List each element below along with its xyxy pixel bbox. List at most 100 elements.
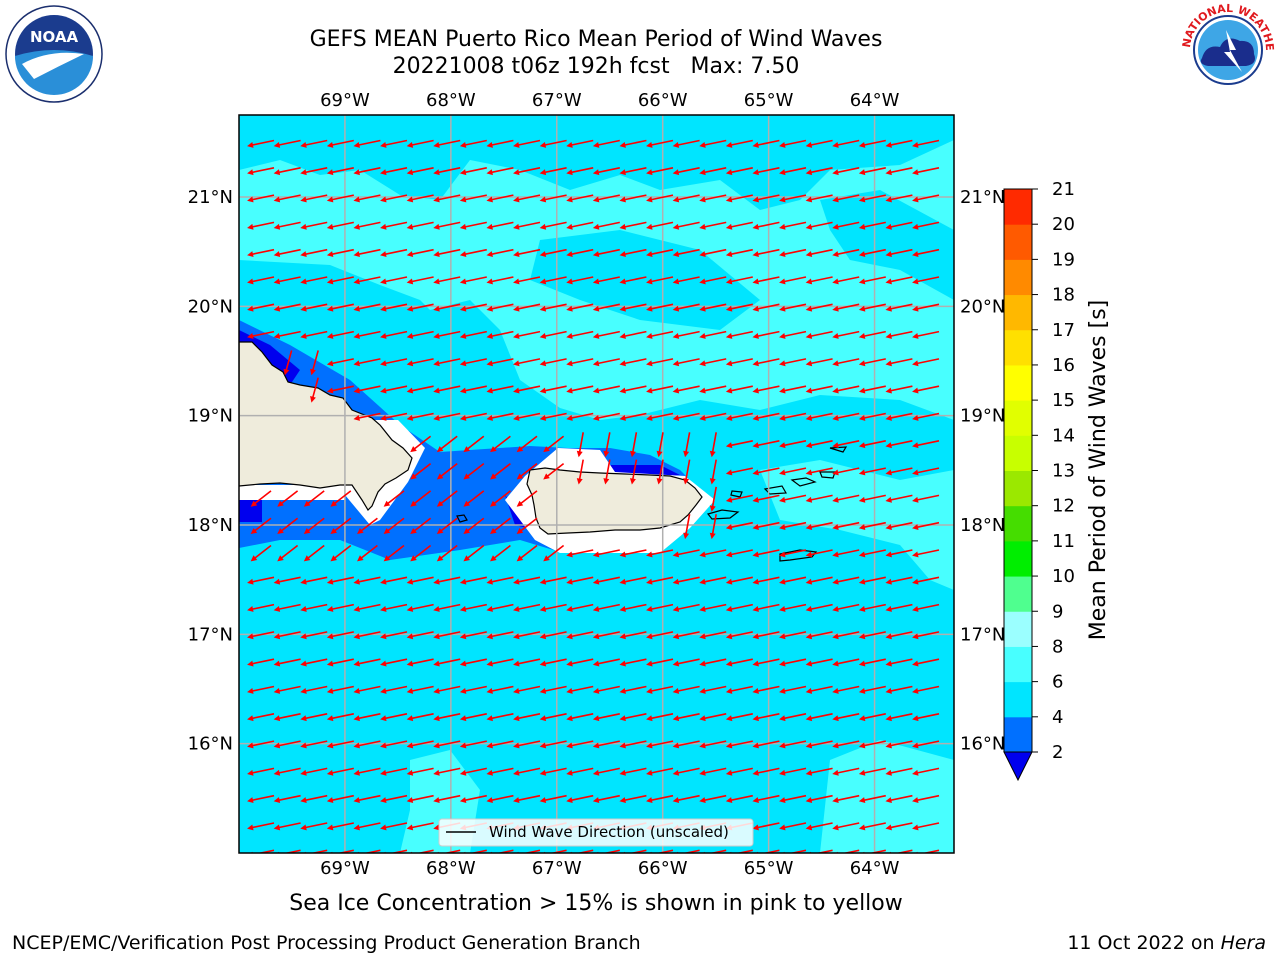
colorbar-tick-9: 9 [1052, 601, 1063, 622]
wave-arrow [619, 685, 647, 694]
wave-arrow [699, 385, 727, 394]
wave-arrow [709, 432, 717, 458]
wave-arrow [353, 248, 381, 258]
wave-arrow [380, 248, 408, 258]
wave-arrow [619, 303, 647, 312]
wave-arrow [380, 631, 408, 640]
wave-arrow [273, 276, 301, 285]
wave-arrow [383, 490, 405, 507]
wave-arrow [406, 276, 434, 285]
wave-arrow [885, 603, 913, 612]
wave-arrow [912, 576, 940, 585]
colorbar-tick-12: 12 [1052, 496, 1075, 517]
wave-arrow [539, 139, 567, 148]
wave-arrow [752, 248, 780, 258]
colorbar-segment-12 [1004, 294, 1032, 331]
wave-arrow [459, 767, 487, 776]
wave-arrow [380, 822, 408, 831]
wave-arrow [273, 822, 301, 831]
lon-label-top-5: 64°W [850, 90, 900, 111]
wave-arrow [646, 767, 674, 776]
wave-arrow [858, 767, 886, 776]
wave-arrow [459, 794, 487, 804]
wave-arrow [709, 459, 717, 485]
wave-arrow [699, 248, 727, 258]
wave-arrow [592, 276, 620, 285]
wave-arrow [885, 549, 913, 558]
colorbar-tick-15: 15 [1052, 390, 1075, 411]
wave-arrow [805, 521, 833, 531]
wave-arrow [459, 194, 487, 203]
wave-arrow [858, 576, 886, 585]
colorbar-tick-16: 16 [1052, 355, 1075, 376]
wave-arrow [912, 713, 940, 722]
wave-arrow [725, 631, 753, 640]
wave-arrow [513, 658, 541, 667]
noaa-logo-icon: NOAA [5, 5, 103, 103]
wave-arrow [885, 521, 913, 531]
wave-arrow [672, 248, 700, 258]
wave-arrow [539, 713, 567, 722]
wave-arrow [752, 276, 780, 285]
wave-arrow [805, 276, 833, 285]
wave-arrow [353, 139, 381, 148]
wave-arrow [247, 303, 275, 312]
wave-arrow [725, 440, 753, 449]
wave-arrow [406, 685, 434, 694]
wave-arrow [406, 358, 434, 367]
wave-arrow [592, 358, 620, 367]
wave-arrow [300, 330, 328, 339]
wave-arrow [516, 517, 538, 535]
wave-arrow [433, 167, 461, 176]
wave-arrow [752, 576, 780, 585]
lon-label-bottom-0: 69°W [320, 858, 370, 879]
wave-arrow [459, 248, 487, 258]
wave-arrow [380, 139, 408, 148]
wave-arrow [380, 713, 408, 722]
wave-arrow [433, 658, 461, 667]
wave-arrow [646, 303, 674, 312]
wave-arrow [885, 631, 913, 640]
wave-arrow [433, 713, 461, 722]
wave-arrow [247, 767, 275, 776]
wave-arrow [858, 276, 886, 285]
wave-arrow [516, 490, 538, 507]
wave-arrow [912, 658, 940, 667]
wave-arrow [672, 576, 700, 585]
wave-arrow [752, 194, 780, 203]
wave-arrow [832, 467, 860, 476]
wave-arrow [885, 658, 913, 667]
colorbar-segment-10 [1004, 364, 1032, 401]
wave-arrow [779, 467, 807, 476]
wave-arrow [912, 794, 940, 804]
wave-arrow [885, 303, 913, 312]
wave-arrow [619, 412, 647, 421]
wave-arrow [353, 740, 381, 749]
wave-arrow [752, 603, 780, 612]
wave-arrow [433, 276, 461, 285]
wave-arrow [433, 685, 461, 694]
st-john-island [790, 477, 817, 487]
wave-arrow [858, 467, 886, 476]
wave-arrow [725, 521, 753, 531]
wave-arrow [646, 385, 674, 394]
wave-arrow [516, 544, 538, 562]
wave-arrow [383, 544, 405, 562]
wave-arrow [353, 794, 381, 804]
wave-arrow [406, 385, 434, 394]
wave-arrow [592, 194, 620, 203]
wave-arrow [672, 139, 700, 148]
wave-arrow [566, 713, 594, 722]
wave-arrow [912, 385, 940, 394]
wave-arrow [433, 358, 461, 367]
wave-arrow [566, 276, 594, 285]
wave-arrow [858, 167, 886, 176]
wave-arrow [353, 685, 381, 694]
wave-arrow [566, 248, 594, 258]
wave-arrow [486, 248, 514, 258]
wave-arrow [672, 685, 700, 694]
wave-arrow [247, 194, 275, 203]
wave-arrow [832, 822, 860, 831]
wave-arrow [805, 303, 833, 312]
wave-arrow [752, 740, 780, 749]
